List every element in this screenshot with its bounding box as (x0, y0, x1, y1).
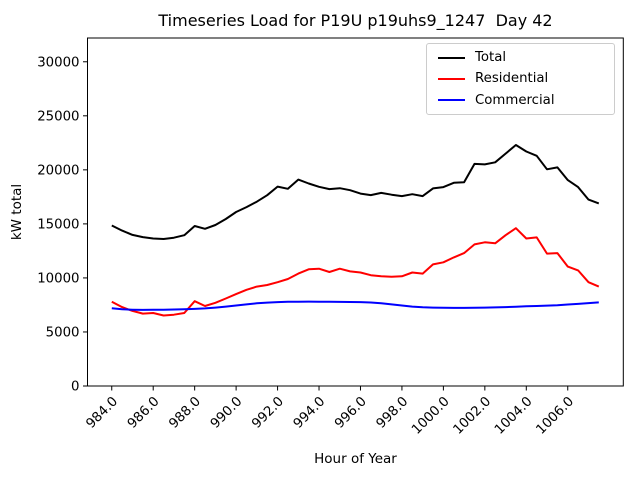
legend-entry-commercial: Commercial (438, 92, 614, 108)
series-line-commercial (111, 300, 599, 311)
legend-label-commercial: Commercial (475, 92, 555, 108)
x-axis-label: Hour of Year (314, 451, 397, 467)
legend: Total Residential Commercial (426, 43, 615, 115)
legend-entry-total: Total (438, 51, 614, 64)
x-tick-label: 1002.0 (451, 394, 495, 438)
x-tick-label: 1004.0 (492, 394, 536, 438)
x-tick-label: 986.0 (125, 394, 163, 432)
x-tick-label: 994.0 (291, 394, 329, 432)
legend-line-total (438, 56, 465, 59)
chart-title: Timeseries Load for P19U p19uhs9_1247 Da… (158, 11, 553, 30)
x-tick-label: 1000.0 (409, 394, 453, 438)
y-tick-label: 10000 (37, 272, 79, 287)
y-tick-label: 0 (71, 380, 79, 395)
x-tick-label: 990.0 (208, 394, 246, 432)
x-tick-label: 988.0 (166, 394, 204, 432)
series-line-residential (111, 227, 600, 317)
y-tick-label: 30000 (37, 55, 79, 70)
x-tick-label: 998.0 (374, 394, 412, 432)
x-tick-label: 1006.0 (534, 394, 578, 438)
x-tick-label: 992.0 (249, 394, 287, 432)
series-line-total (111, 144, 600, 240)
legend-line-residential (438, 77, 465, 80)
legend-entry-residential: Residential (438, 71, 614, 87)
y-tick-label: 15000 (37, 217, 79, 232)
legend-label-residential: Residential (475, 71, 549, 87)
x-tick-label: 996.0 (332, 394, 370, 432)
axes-frame (87, 37, 624, 387)
y-tick-label: 25000 (37, 109, 79, 124)
legend-label-total: Total (475, 50, 507, 66)
x-tick-label: 984.0 (84, 394, 122, 432)
y-axis-label: kW total (9, 183, 25, 241)
y-tick-label: 20000 (37, 163, 79, 178)
y-tick-label: 5000 (46, 326, 80, 341)
legend-line-commercial (438, 99, 465, 102)
